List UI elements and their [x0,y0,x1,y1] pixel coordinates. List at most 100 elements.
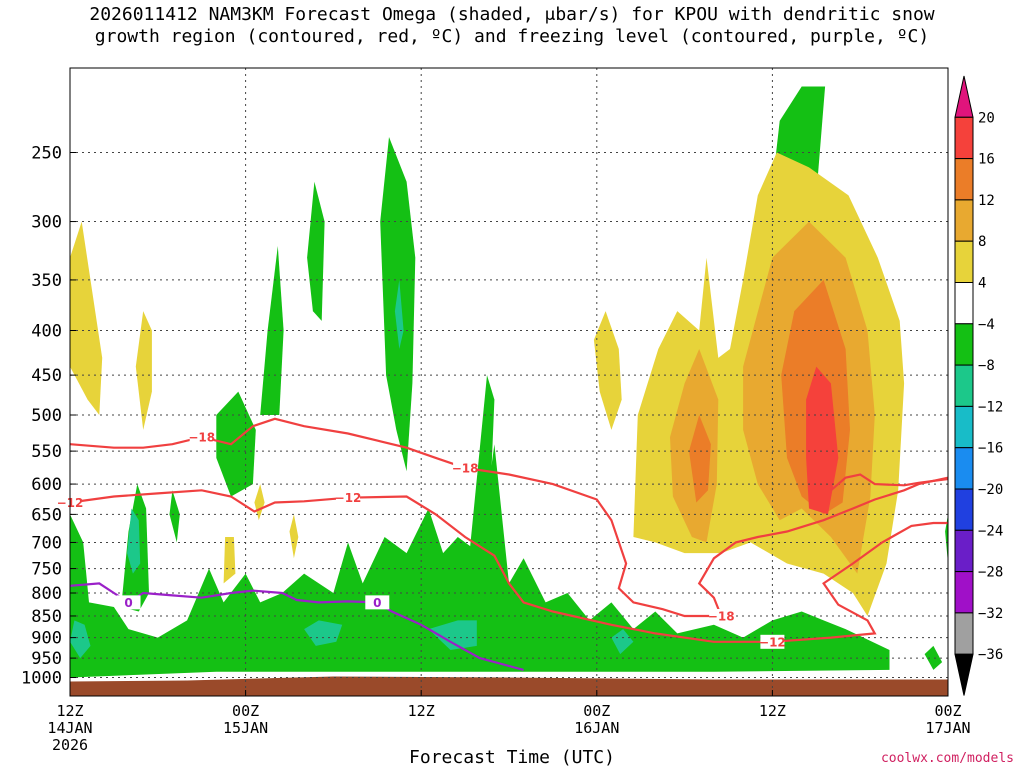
contour-label-bg-2-2 [760,634,785,649]
x-tick-label-12: 00Z [232,702,259,720]
contour-label-0-2: −18 [708,609,735,623]
contour-label-2-1: −12 [335,491,362,505]
colorbar-swatch-2 [954,158,974,201]
contour-label-bg-0-0 [189,430,214,445]
grid-lines [70,68,948,696]
y-tick-label-550: 550 [31,442,62,462]
colorbar-swatch-13 [954,612,974,655]
colorbar-swatch-1 [954,116,974,160]
omega-region-13 [304,620,343,646]
x-tick-label-24: 12Z [408,702,435,720]
colorbar-label-12: −28 [978,565,1003,581]
omega-region-14 [428,620,477,650]
omega-region-26 [689,415,711,503]
y-tick-label-750: 750 [31,560,62,580]
y-tick-label-850: 850 [31,607,62,627]
chart-title: 2026011412 NAM3KM Forecast Omega (shaded… [0,4,1024,48]
colorbar-swatch-6 [954,323,974,366]
omega-region-9 [924,645,943,670]
ground-surface [70,676,948,696]
contour-0 [69,417,949,618]
contour-2 [69,489,948,643]
omega-region-5 [307,181,325,321]
colorbar-label-14: −36 [978,647,1003,663]
colorbar-label-3: 12 [978,193,995,209]
contour-label-bg-3-0 [116,595,141,610]
omega-region-4 [260,246,284,415]
omega-region-22 [289,514,299,559]
omega-region-3 [216,391,256,497]
x-tick-label-48: 12Z [759,702,786,720]
colorbar-label-4: 8 [978,234,986,250]
colorbar-label-1: 20 [978,110,995,126]
omega-region-18 [135,311,152,430]
colorbar-swatch-12 [954,571,974,614]
omega-region-12 [127,508,141,574]
colorbar-label-9: −16 [978,441,1003,457]
omega-region-10 [945,514,948,564]
contour-label-3-1: 0 [373,596,381,610]
colorbar-label-11: −24 [978,523,1003,539]
site-credit: coolwx.com/models [880,751,1014,766]
y-tick-label-950: 950 [31,649,62,669]
contour-label-2-2: −12 [759,635,786,649]
colorbar-swatch-10 [954,488,974,531]
omega-region-28 [806,366,839,515]
contour-label-3-0: 0 [124,596,132,610]
omega-region-19 [593,311,622,430]
y-tick-label-250: 250 [31,144,62,164]
contour-label-bg-0-1 [453,460,478,475]
colorbar-label-2: 16 [978,152,995,168]
title-line-2: growth region (contoured, red, ºC) and f… [94,26,930,47]
colorbar-label-13: −32 [978,606,1003,622]
y-tick-label-800: 800 [31,584,62,604]
y-tick-label-600: 600 [31,475,62,495]
colorbar-label-5: 4 [978,276,986,292]
contour-label-0-0: −18 [188,431,215,445]
colorbar-label-6: −4 [978,317,995,333]
x-tick-date-60: 17JAN [925,719,970,737]
colorbar-swatch-7 [954,364,974,407]
omega-shading [70,86,948,678]
colorbar-swatch-9 [954,447,974,490]
omega-region-7 [469,375,495,584]
x-tick-label-36: 00Z [583,702,610,720]
y-tick-label-1000: 1000 [21,669,62,689]
omega-region-2 [169,490,180,543]
colorbar-swatch-5 [954,282,974,325]
contour-lines: −18−18−18−12 −12−120 0 [57,417,949,671]
y-tick-label-350: 350 [31,271,62,291]
x-axis-title: Forecast Time (UTC) [409,747,615,768]
contour-label-0-1: −18 [452,461,479,475]
y-tick-label-900: 900 [31,629,62,649]
y-tick-label-650: 650 [31,505,62,525]
axis-labels: 2503003504004505005506006507007508008509… [21,144,971,754]
colorbar-label-10: −20 [978,482,1003,498]
colorbar-swatch-3 [954,199,974,242]
omega-region-15 [611,629,634,655]
x-tick-date-12: 15JAN [223,719,268,737]
contour-label-bg-0-2 [709,608,734,623]
colorbar-label-7: −8 [978,358,995,374]
omega-region-17 [70,221,103,415]
y-tick-label-300: 300 [31,213,62,233]
contour-label-bg-2-1 [336,490,361,505]
colorbar-label-8: −12 [978,399,1003,415]
y-tick-label-400: 400 [31,322,62,342]
plot-frame [69,67,949,697]
ground-layer [70,676,948,696]
title-line-1: 2026011412 NAM3KM Forecast Omega (shaded… [89,4,935,25]
x-tick-label-60: 00Z [934,702,961,720]
omega-region-21 [223,537,236,584]
x-tick-label-0: 12Z [56,702,83,720]
y-tick-label-450: 450 [31,366,62,386]
colorbar-swatch-4 [954,240,974,283]
omega-region-16 [394,279,404,349]
y-tick-label-700: 700 [31,533,62,553]
omega-region-11 [70,620,91,659]
contour-label-bg-3-1 [365,595,390,610]
colorbar: 20 16 12 8 4 −4 −8 −12 −16 −20 −24 −28 −32 −36 [954,75,1003,696]
colorbar-bottom-arrow [954,653,974,696]
colorbar-swatch-11 [954,529,974,573]
